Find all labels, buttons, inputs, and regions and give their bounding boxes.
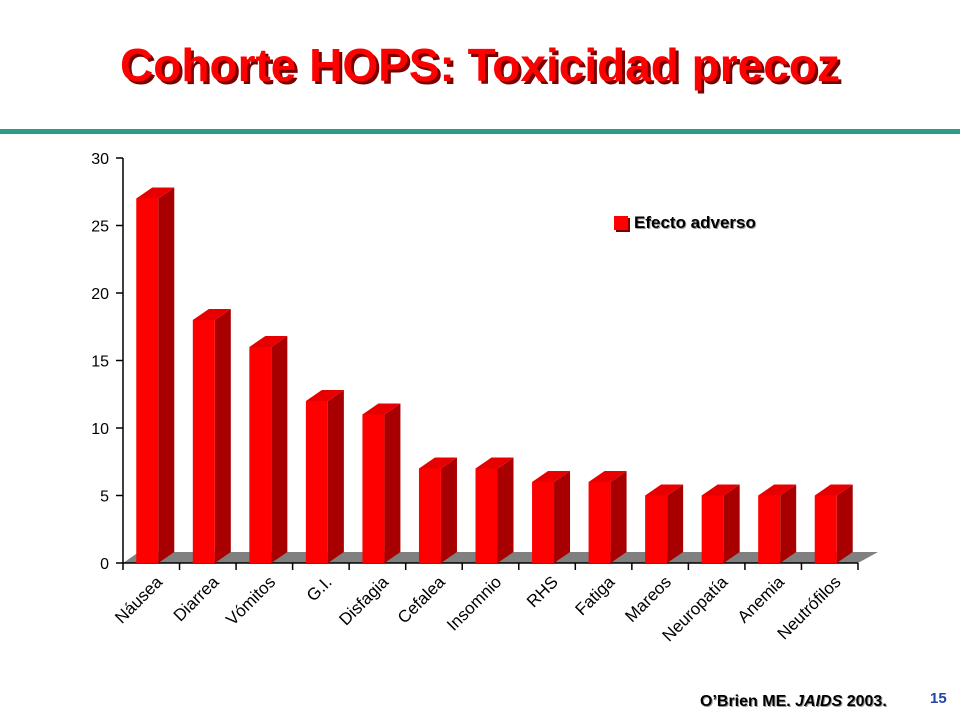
bar-front [645,495,668,563]
x-tick-label: Vómitos [222,572,279,629]
x-tick-label: RHS [523,572,562,611]
bar [645,484,684,563]
x-tick-label: Náusea [111,572,166,627]
bar-front [475,468,498,563]
bar-top [305,390,344,401]
bar-side [780,484,797,563]
legend: Efecto adverso [614,213,756,233]
x-tick-label: G.I. [303,572,336,605]
bar-top [758,484,797,496]
bar-front [305,401,328,563]
bar-top [249,336,288,347]
bar-side [327,390,344,563]
y-tick-label: 10 [91,421,109,438]
x-tick-label: Insomnio [443,572,505,634]
bar-top [814,484,853,496]
page-number: 15 [930,690,947,707]
bar [249,336,288,563]
bar-front [588,482,611,563]
bar [532,471,571,563]
bar-side [440,457,457,563]
bar-top [588,471,627,482]
bar-side [271,336,288,563]
bar-side [214,309,231,563]
y-tick-label: 30 [91,151,109,168]
bar-front [532,482,555,563]
y-tick-label: 25 [91,219,109,236]
bar-front [418,468,441,563]
x-tick-label: Disfagia [335,572,392,629]
bar-top [192,309,231,320]
legend-swatch [614,216,628,230]
bar-front [814,495,837,563]
bar-side [554,471,571,563]
bar-side [836,484,853,563]
bar-top [362,403,401,415]
y-tick-label: 0 [100,556,109,573]
citation: O’Brien ME. JAIDS 2003. [700,693,887,711]
bar-side [497,457,514,563]
x-tick-label: Diarrea [170,572,223,625]
bar-top [645,484,684,496]
legend-label: Efecto adverso [634,213,756,232]
bar-front [362,414,385,563]
bar [136,187,175,563]
bar [814,484,853,563]
y-tick-label: 20 [91,286,109,303]
y-tick-label: 5 [100,489,109,506]
bar [758,484,797,563]
bar-front [249,347,272,563]
bar-front [758,495,781,563]
bar-side [384,403,401,563]
citation-year: 2003. [846,693,887,710]
x-tick-label: Cefalea [394,572,449,627]
citation-authors: O’Brien ME. [700,693,791,710]
bar-side [610,471,627,563]
citation-journal: JAIDS [795,693,843,710]
bar-side [158,187,175,563]
bar [475,457,514,563]
bar-front [192,320,215,563]
bar [588,471,627,563]
bar [362,403,401,563]
x-tick-label: Mareos [621,572,675,626]
bar-front [136,198,159,563]
bar [701,484,740,563]
bar-top [136,187,175,199]
x-tick-label: Anemia [734,572,789,627]
bar-side [723,484,740,563]
bar [418,457,457,563]
bar-top [418,457,457,469]
bar-side [667,484,684,563]
bar-top [475,457,514,469]
title-divider [0,129,960,134]
bar-top [701,484,740,496]
bar [192,309,231,563]
x-tick-label: Fatiga [572,572,619,619]
bar-front [701,495,724,563]
bar [305,390,344,563]
bar-top [532,471,571,482]
y-tick-label: 15 [91,354,109,371]
page-title: Cohorte HOPS: Toxicidad precoz [120,39,840,91]
